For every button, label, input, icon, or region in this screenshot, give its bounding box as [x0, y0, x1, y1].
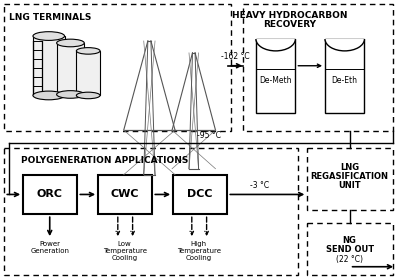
Polygon shape: [33, 36, 64, 95]
Text: UNIT: UNIT: [338, 181, 361, 190]
Text: -95 °C: -95 °C: [196, 131, 220, 140]
Text: -162 °C: -162 °C: [221, 52, 250, 61]
Ellipse shape: [76, 48, 100, 54]
Text: LNG: LNG: [340, 163, 359, 172]
Text: CWC: CWC: [110, 190, 139, 199]
FancyBboxPatch shape: [98, 175, 152, 214]
Text: REGASIFICATION: REGASIFICATION: [311, 172, 389, 181]
Text: High
Temperature
Cooling: High Temperature Cooling: [177, 241, 221, 261]
Text: POLYGENERATION APPLICATIONS: POLYGENERATION APPLICATIONS: [21, 156, 188, 165]
Ellipse shape: [33, 32, 64, 40]
FancyBboxPatch shape: [23, 175, 77, 214]
Polygon shape: [76, 51, 100, 95]
Text: HEAVY HYDROCARBON: HEAVY HYDROCARBON: [232, 11, 347, 20]
Text: (22 °C): (22 °C): [336, 255, 363, 264]
Text: RECOVERY: RECOVERY: [263, 20, 316, 29]
Text: ORC: ORC: [37, 190, 63, 199]
FancyBboxPatch shape: [173, 175, 227, 214]
Text: Low
Temperature
Cooling: Low Temperature Cooling: [103, 241, 147, 261]
Ellipse shape: [57, 39, 84, 47]
Text: De-Eth: De-Eth: [332, 76, 358, 85]
Ellipse shape: [57, 91, 84, 98]
Text: DCC: DCC: [187, 190, 212, 199]
FancyBboxPatch shape: [256, 39, 296, 113]
Text: LNG TERMINALS: LNG TERMINALS: [9, 13, 92, 22]
FancyBboxPatch shape: [325, 39, 364, 113]
Text: SEND OUT: SEND OUT: [326, 245, 374, 254]
Text: Power
Generation: Power Generation: [30, 241, 69, 254]
Text: -3 °C: -3 °C: [250, 181, 270, 190]
Polygon shape: [256, 39, 296, 51]
Text: NG: NG: [343, 236, 357, 245]
Polygon shape: [57, 43, 84, 94]
Text: De-Meth: De-Meth: [260, 76, 292, 85]
Ellipse shape: [76, 92, 100, 99]
Ellipse shape: [33, 91, 64, 100]
Polygon shape: [325, 39, 364, 51]
